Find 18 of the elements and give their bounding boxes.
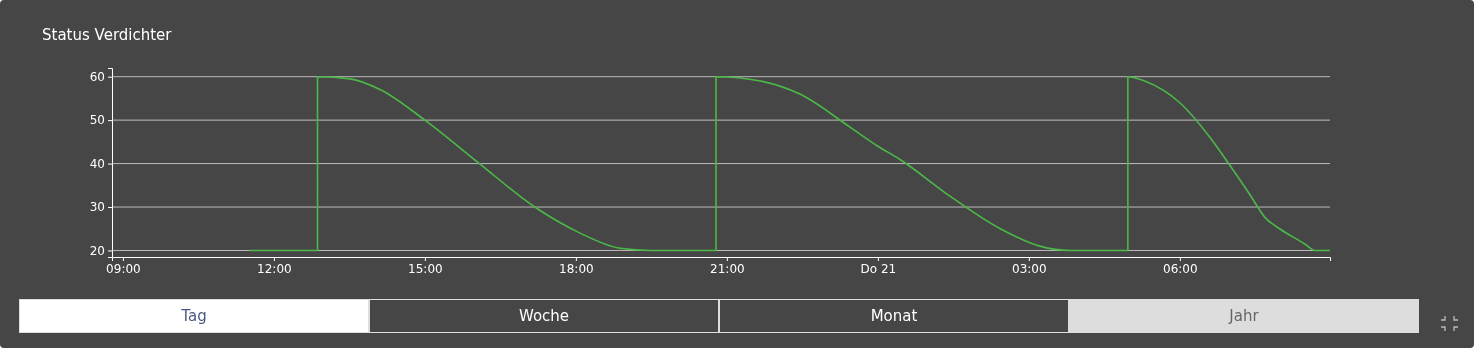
- y-tick-label: 30: [89, 200, 105, 215]
- x-tick-label: 09:00: [106, 261, 141, 276]
- y-tick-label: 20: [89, 243, 105, 258]
- x-tick-label: Do 21: [860, 261, 897, 276]
- text: Jahr: [1228, 307, 1260, 325]
- y-tick-label: 50: [89, 113, 105, 128]
- x-tick-label: 18:00: [559, 261, 594, 276]
- x-tick-label: 21:00: [710, 261, 745, 276]
- x-tick-label: 06:00: [1163, 261, 1198, 276]
- x-tick-label: 12:00: [257, 261, 292, 276]
- chart-title: Status Verdichter: [42, 26, 173, 44]
- text: Tag: [180, 307, 207, 325]
- y-tick-label: 40: [89, 156, 105, 171]
- text: Woche: [518, 307, 570, 325]
- x-tick-label: 03:00: [1012, 261, 1047, 276]
- y-tick-label: 60: [89, 70, 105, 85]
- x-tick-label: 15:00: [408, 261, 443, 276]
- text: Monat: [870, 307, 918, 325]
